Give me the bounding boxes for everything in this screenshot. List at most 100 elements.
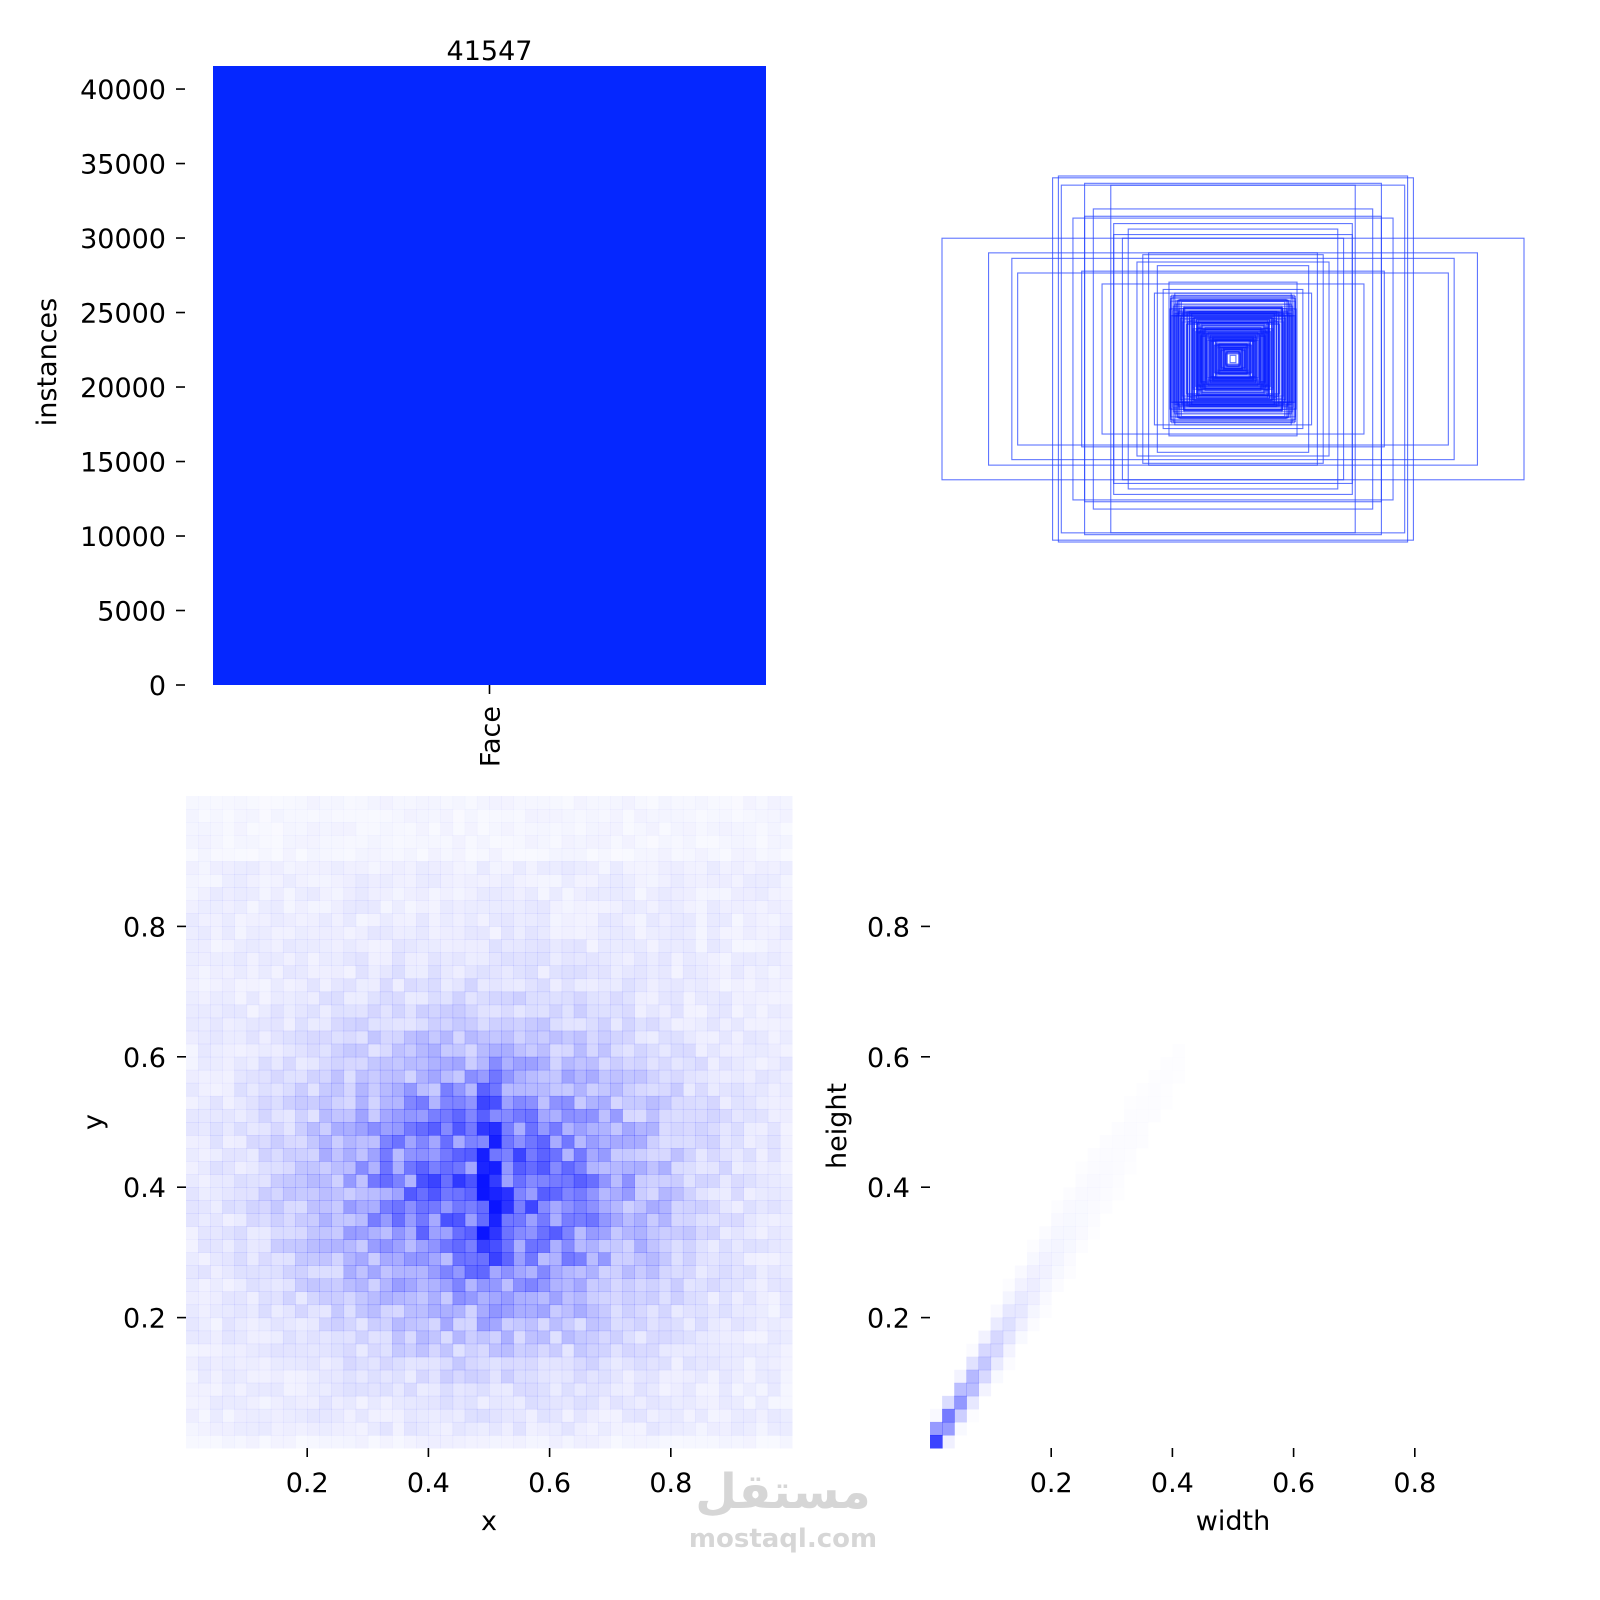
- heatmap-cell: [307, 1056, 320, 1071]
- heatmap-cell: [270, 1174, 284, 1188]
- heatmap-cell: [682, 978, 696, 993]
- heatmap-cell: [307, 991, 320, 1006]
- heatmap-cell: [247, 796, 260, 810]
- heatmap-cell: [1075, 1174, 1088, 1188]
- heatmap-cell: [367, 1056, 381, 1071]
- heatmap-cell: [319, 1095, 332, 1110]
- heatmap-cell: [258, 1200, 272, 1214]
- heatmap-cell: [464, 1082, 478, 1097]
- heatmap-cell: [416, 1330, 429, 1345]
- heatmap-cell: [379, 1317, 393, 1332]
- bounding-box: [1052, 177, 1414, 541]
- heatmap-cell: [270, 913, 284, 927]
- heatmap-cell: [1063, 1187, 1076, 1201]
- heatmap-cell: [428, 1317, 442, 1332]
- heatmap-cell: [1160, 1083, 1173, 1097]
- heatmap-cell: [755, 861, 769, 875]
- heatmap-cell: [416, 900, 429, 914]
- heatmap-cell: [695, 926, 708, 940]
- heatmap-cell: [695, 1108, 708, 1123]
- heatmap-cell: [489, 874, 502, 888]
- heatmap-cell: [246, 1343, 260, 1358]
- heatmap-cell: [355, 1330, 369, 1345]
- heatmap-cell: [1088, 1226, 1101, 1240]
- heatmap-cell: [392, 1343, 405, 1358]
- heatmap-cell: [525, 1082, 538, 1097]
- heatmap-cell: [634, 1213, 648, 1227]
- heatmap-cell: [525, 1278, 538, 1293]
- heatmap-cell: [743, 900, 757, 914]
- heatmap-cell: [319, 1004, 332, 1019]
- heatmap-cell: [464, 952, 478, 967]
- heatmap-cell: [549, 1408, 563, 1423]
- heatmap-cell: [282, 900, 296, 914]
- heatmap-cell: [222, 1434, 235, 1449]
- heatmap-cell: [622, 861, 635, 875]
- heatmap-cell: [561, 1356, 575, 1371]
- heatmap-cell: [1003, 1357, 1016, 1371]
- heatmap-cell: [222, 887, 235, 901]
- heatmap-cell: [186, 874, 199, 888]
- heatmap-cell: [695, 861, 708, 875]
- heatmap-cell: [646, 848, 660, 862]
- heatmap-cell: [561, 1408, 575, 1423]
- heatmap-cell: [428, 1095, 442, 1110]
- heatmap-cell: [416, 1082, 429, 1097]
- y-tick-label: 0: [149, 671, 166, 702]
- heatmap-cell: [682, 1135, 696, 1149]
- heatmap-cell: [501, 1434, 514, 1449]
- heatmap-cell: [416, 887, 429, 901]
- heatmap-cell: [356, 796, 369, 810]
- heatmap-cell: [695, 809, 708, 823]
- heatmap-cell: [440, 1161, 454, 1175]
- heatmap-cell: [379, 1187, 393, 1201]
- heatmap-cell: [404, 796, 417, 810]
- heatmap-cell: [404, 848, 417, 862]
- heatmap-cell: [282, 1434, 296, 1449]
- heatmap-cell: [222, 1095, 235, 1110]
- heatmap-cell: [779, 1356, 793, 1371]
- heatmap-cell: [222, 822, 235, 836]
- heatmap-cell: [767, 1213, 781, 1227]
- heatmap-cell: [549, 952, 563, 967]
- heatmap-cell: [767, 1317, 781, 1332]
- heatmap-cell: [489, 1056, 502, 1071]
- heatmap-cell: [573, 978, 587, 993]
- heatmap-cell: [513, 952, 526, 967]
- heatmap-cell: [331, 978, 345, 993]
- heatmap-cell: [404, 1343, 417, 1358]
- heatmap-cell: [222, 952, 235, 967]
- heatmap-cell: [598, 1030, 611, 1045]
- heatmap-cell: [682, 1395, 696, 1410]
- y-tick-label: 0.6: [123, 1043, 166, 1074]
- heatmap-cell: [343, 1356, 357, 1371]
- heatmap-cell: [258, 1395, 272, 1410]
- heatmap-cell: [719, 1122, 732, 1136]
- x-tick-label: 0.6: [528, 1468, 571, 1499]
- heatmap-cell: [234, 1043, 248, 1058]
- heatmap-cell: [440, 1252, 454, 1266]
- heatmap-cell: [513, 1330, 526, 1345]
- heatmap-cell: [743, 848, 757, 862]
- heatmap-cell: [755, 1056, 769, 1071]
- heatmap-cell: [404, 926, 417, 940]
- heatmap-cell: [779, 1395, 793, 1410]
- heatmap-cell: [246, 939, 260, 953]
- heatmap-cell: [767, 809, 781, 823]
- heatmap-cell: [549, 1200, 563, 1214]
- heatmap-cell: [658, 1004, 672, 1019]
- heatmap-cell: [343, 1304, 357, 1319]
- heatmap-cell: [452, 861, 466, 875]
- heatmap-cell: [452, 1395, 466, 1410]
- heatmap-cell: [379, 1148, 393, 1162]
- heatmap-cell: [246, 913, 260, 927]
- heatmap-cell: [501, 1200, 514, 1214]
- heatmap-cell: [246, 1226, 260, 1240]
- heatmap-cell: [622, 1122, 635, 1136]
- heatmap-cell: [258, 1304, 272, 1319]
- heatmap-cell: [525, 1108, 538, 1123]
- heatmap-cell: [416, 861, 429, 875]
- heatmap-cell: [525, 1252, 538, 1266]
- heatmap-cell: [501, 874, 514, 888]
